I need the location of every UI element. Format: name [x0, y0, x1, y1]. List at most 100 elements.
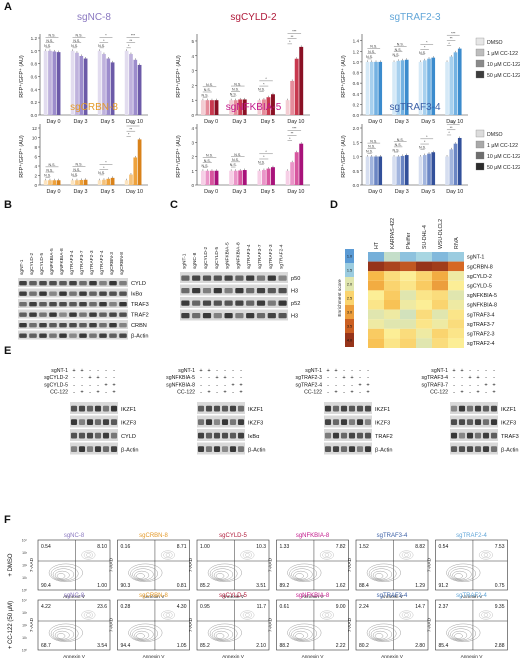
quadrant-upper-left: 0.16	[121, 544, 131, 550]
bar	[43, 180, 48, 185]
bar	[431, 57, 436, 115]
blot-band	[89, 312, 97, 317]
flow-contour	[452, 570, 468, 580]
quadrant-upper-left: 1.33	[280, 544, 290, 550]
blot-band	[102, 405, 110, 412]
blot-band	[59, 322, 67, 328]
bar	[290, 162, 295, 185]
bar	[229, 170, 234, 185]
flow-contour	[136, 633, 145, 639]
blot-band	[474, 432, 482, 439]
condition-sign: +	[207, 390, 210, 396]
sig-label: N.S.	[98, 171, 105, 175]
blot-band	[348, 432, 356, 439]
blot-strip	[180, 297, 288, 308]
flow-contour	[450, 628, 472, 641]
blot-label: IκBα	[248, 434, 260, 440]
bar	[299, 143, 304, 185]
scale-swatch	[345, 333, 354, 347]
sig-label: *	[289, 40, 291, 44]
bar	[294, 58, 299, 115]
condition-sign: -	[335, 382, 337, 388]
condition-sign: +	[239, 382, 242, 388]
blot-label: IKZF3	[121, 420, 136, 426]
bar	[294, 152, 299, 185]
bar	[271, 167, 275, 185]
blot-band	[78, 405, 86, 412]
lane-label: sgCRBN-8	[119, 252, 125, 275]
blot-band	[110, 432, 118, 439]
flow-plot: sgTRAF3-4 2.24 14.7 80.2 2.80 Annexin V 7-AAD	[347, 593, 429, 660]
legend-swatch	[475, 162, 485, 171]
condition-sign: +	[350, 375, 353, 381]
blot-band	[99, 312, 107, 317]
scale-tick-label: 2.5	[347, 297, 352, 301]
blot-band	[86, 432, 94, 439]
flow-y-label: 7-AAD	[109, 557, 115, 572]
heatmap-cell	[432, 319, 448, 329]
blot-band	[192, 300, 201, 306]
x-tick-label: Day 10	[287, 189, 304, 195]
legend-swatch	[475, 140, 485, 149]
bar	[257, 170, 262, 185]
bar	[285, 170, 290, 185]
bar	[365, 156, 370, 185]
flow-y-label: 7-AAD	[268, 617, 274, 632]
flow-contour	[54, 630, 70, 640]
blot-band	[99, 322, 107, 328]
y-tick-label: 0.8	[31, 62, 38, 67]
blot-band	[99, 291, 107, 296]
sig-label: N.S.	[73, 39, 80, 43]
flow-contour	[56, 633, 66, 639]
bar	[285, 100, 290, 115]
bar	[392, 156, 396, 185]
heatmap-cell	[416, 280, 432, 291]
sig-label: N.S.	[395, 143, 402, 147]
flow-contour	[291, 628, 313, 641]
blot-band	[364, 405, 372, 412]
flow-contour	[56, 573, 66, 579]
y-tick-label: 0.0	[353, 183, 360, 188]
flow-contour	[289, 626, 317, 642]
blot-band	[278, 313, 287, 319]
blot-band	[256, 300, 266, 306]
bar	[70, 50, 75, 116]
blot-band	[110, 446, 118, 452]
flow-contour	[83, 611, 93, 619]
blot-band	[192, 275, 201, 281]
blot-band	[458, 419, 466, 425]
flow-plot-title: sgTRAF3-4	[377, 593, 408, 599]
condition-label: sgTRAF3-7	[421, 382, 448, 388]
x-tick-label: Day 0	[368, 189, 382, 195]
heatmap-cell	[384, 319, 400, 329]
flow-contour	[319, 550, 334, 560]
flow-plot-title: sgCYLD-5	[219, 533, 247, 539]
condition-sign: -	[81, 382, 83, 388]
blot-band	[78, 419, 86, 425]
sig-label: N.S.	[366, 55, 373, 59]
blot-band	[94, 419, 102, 425]
blot-band	[450, 446, 458, 452]
blot-band	[267, 288, 276, 294]
x-tick-label: Day 3	[73, 119, 87, 125]
flow-y-label: 7-AAD	[427, 617, 433, 632]
flow-plot: sgTRAF2-4 0.54 7.53 91.2 0.75 Annexin V 7-AAD	[427, 533, 508, 600]
flow-plot: sgCYLD-5 0.95 11.7 85.2 2.10 Annexin V 7-AAD	[188, 593, 270, 660]
blot-band	[197, 446, 205, 452]
sig-label: N.S.	[230, 163, 237, 167]
condition-sign: +	[476, 375, 479, 381]
legend-label: 10 μM CC-122	[487, 154, 520, 160]
bar	[374, 61, 378, 115]
condition-sign: +	[96, 375, 99, 381]
blot-band	[102, 432, 110, 439]
blot-band	[19, 291, 27, 296]
quadrant-lower-right: 2.10	[256, 643, 266, 649]
blot-set-3: sgNT-1 + + - - - -sgTRAF3-4- - + + - -sgTRAF3-7- - - -…	[421, 368, 519, 455]
bar	[238, 170, 243, 185]
blot-label: H3	[291, 289, 298, 295]
bar	[124, 50, 129, 116]
y-axis-label: RFP⁺/GFP⁺ (AU)	[175, 135, 182, 178]
blot-band	[59, 291, 67, 296]
x-tick-label: Day 0	[46, 119, 60, 125]
